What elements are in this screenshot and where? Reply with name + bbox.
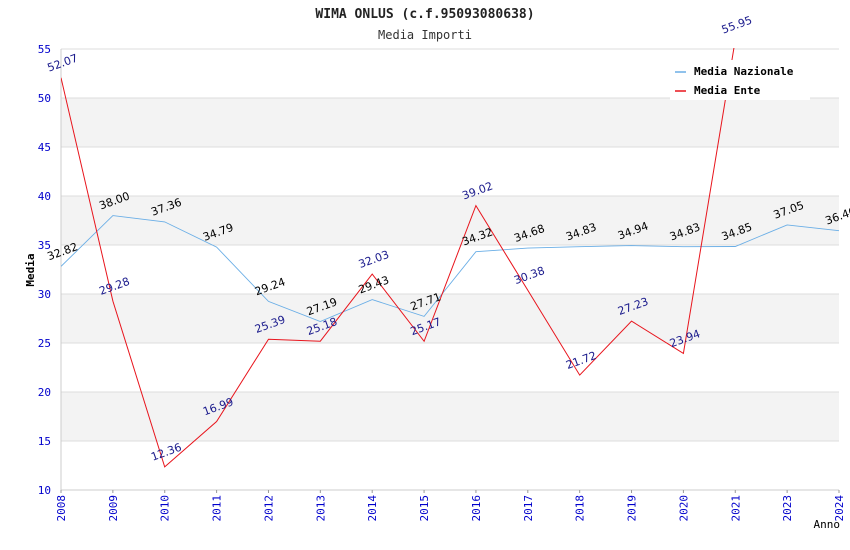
axes (60, 49, 840, 493)
legend-label-media-nazionale: Media Nazionale (694, 65, 794, 78)
x-tick-label: 2010 (159, 495, 172, 522)
x-tick-label: 2014 (366, 495, 379, 522)
y-tick-label: 10 (38, 484, 51, 497)
y-tick-label: 15 (38, 435, 51, 448)
y-tick-label: 20 (38, 386, 51, 399)
x-tick-label: 2013 (314, 495, 327, 522)
data-label-media-ente: 21.72 (564, 349, 598, 372)
series-line-media-nazionale (61, 215, 840, 322)
data-label-media-ente: 55.95 (720, 14, 754, 37)
grid-band (61, 294, 839, 343)
grid-band (61, 196, 839, 245)
x-tick-label: 2008 (55, 495, 68, 522)
y-tick-label: 25 (38, 337, 51, 350)
x-tick-label: 2021 (729, 495, 742, 522)
x-tick-label: 2012 (262, 495, 275, 522)
grid-bands (61, 98, 839, 441)
x-tick-label: 2020 (677, 495, 690, 522)
data-label-media-ente: 12.36 (149, 441, 183, 464)
y-tick-label: 55 (38, 43, 51, 56)
y-tick-labels: 10 15 20 25 30 35 40 45 50 55 (38, 43, 51, 497)
legend-label-media-ente: Media Ente (694, 84, 761, 97)
series-line-media-ente (61, 48, 735, 468)
x-tick-label: 2017 (522, 495, 535, 522)
x-tick-labels: 2008 2009 2010 2011 2012 2013 2014 2015 2016 2017… (55, 495, 846, 522)
y-tick-label: 50 (38, 92, 51, 105)
chart-subtitle: Media Importi (378, 28, 472, 42)
y-axis-label: Media (24, 253, 37, 286)
chart-title: WIMA ONLUS (c.f.95093080638) (315, 7, 534, 22)
legend: Media Nazionale Media Ente (670, 60, 810, 100)
x-tick-label: 2009 (107, 495, 120, 522)
grid-band (61, 98, 839, 147)
y-tick-label: 40 (38, 190, 51, 203)
x-axis-label: Anno (814, 518, 841, 531)
y-tick-label: 45 (38, 141, 51, 154)
y-tick-label: 30 (38, 288, 51, 301)
data-label-media-ente: 32.03 (357, 248, 391, 271)
x-tick-label: 2011 (211, 495, 224, 522)
x-tick-label: 2018 (574, 495, 587, 522)
grid-band (61, 392, 839, 441)
y-tick-label: 35 (38, 239, 51, 252)
data-label-media-ente: 30.38 (512, 264, 546, 287)
x-tick-label: 2016 (470, 495, 483, 522)
x-tick-label: 2015 (418, 495, 431, 522)
series-group (61, 48, 840, 468)
x-tick-label: 2024 (833, 495, 846, 522)
x-tick-label: 2023 (781, 495, 794, 522)
legend-box (670, 60, 810, 100)
x-tick-label: 2019 (626, 495, 639, 522)
